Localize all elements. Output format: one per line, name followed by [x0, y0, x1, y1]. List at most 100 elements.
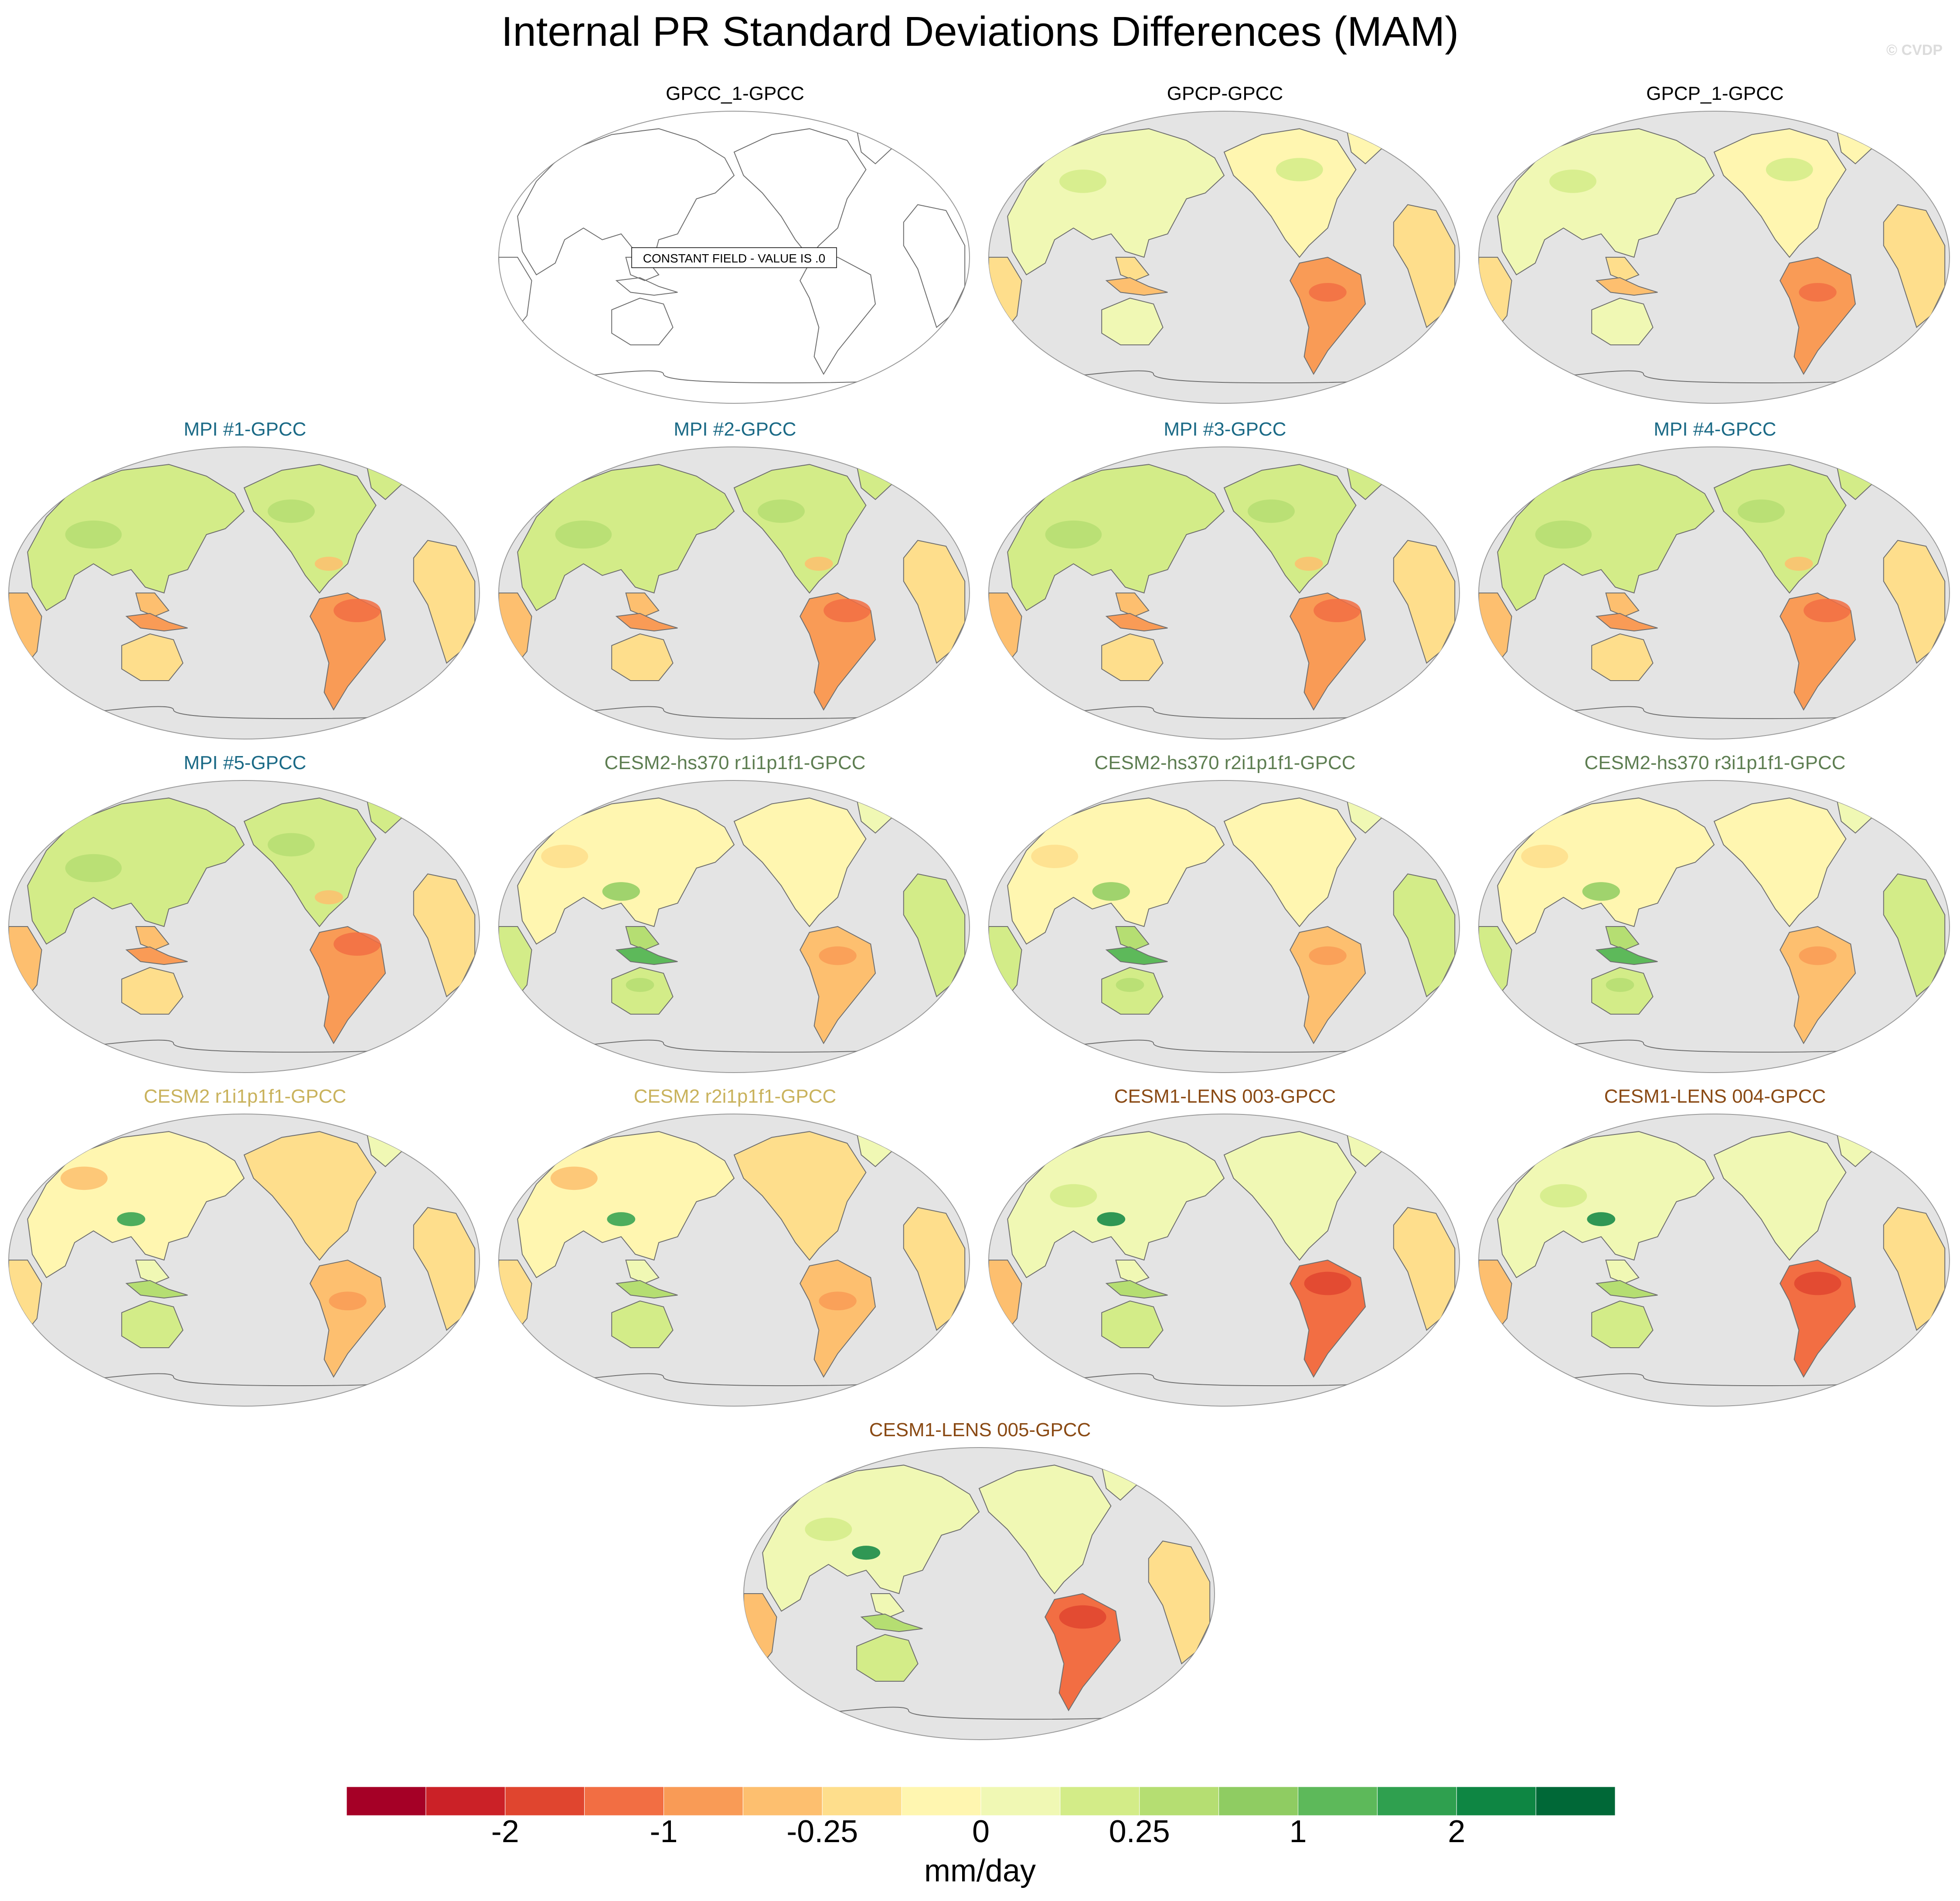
anomaly-blob: [852, 1546, 881, 1560]
colorbar-tick-label: 2: [1448, 1814, 1466, 1849]
continent-namerica: [1713, 128, 1847, 258]
map-11: [1478, 780, 1950, 1073]
continent-namerica: [978, 1465, 1112, 1594]
anomaly-blob: [1304, 1271, 1351, 1295]
continent-africa: [499, 257, 532, 334]
panel-title: GPCP_1-GPCC: [1646, 83, 1784, 104]
colorbar-segment: [822, 1786, 902, 1816]
panel-title: CESM2 r1i1p1f1-GPCC: [143, 1086, 347, 1107]
continent-namerica: [733, 464, 867, 594]
continent-seasia: [135, 593, 170, 617]
anomaly-blob: [1535, 520, 1592, 549]
continent-namerica: [1223, 1131, 1357, 1261]
map-3: [1478, 111, 1950, 404]
anomaly-blob: [1092, 882, 1130, 901]
constant-field-note: CONSTANT FIELD - VALUE IS .0: [643, 252, 826, 265]
continent-samerica: [1290, 926, 1366, 1045]
continent-seasia: [1115, 926, 1150, 950]
anomaly-blob: [65, 854, 122, 882]
anomaly-blob: [1313, 599, 1361, 622]
continent-seasia: [870, 1593, 905, 1618]
map-4: [8, 446, 480, 739]
anomaly-blob: [1799, 283, 1837, 302]
colorbar-segment: [1456, 1786, 1536, 1816]
map-6: [988, 446, 1460, 739]
anomaly-blob: [823, 599, 871, 622]
continent-australia: [1591, 1300, 1654, 1348]
anomaly-blob: [1606, 978, 1634, 992]
map-12: [8, 1114, 480, 1407]
map-panel: MPI #3-GPCC: [980, 419, 1470, 746]
anomaly-blob: [329, 1291, 367, 1311]
anomaly-blob: [65, 520, 122, 549]
panel-title: MPI #4-GPCC: [1654, 419, 1776, 440]
anomaly-blob: [333, 599, 381, 622]
map-panel: CESM1-LENS 003-GPCC: [980, 1086, 1470, 1413]
continent-indonesia: [615, 1280, 678, 1299]
continent-australia: [121, 967, 184, 1015]
continent-africaE: [1883, 1207, 1946, 1331]
anomaly-blob: [1248, 499, 1295, 523]
map-8: [8, 780, 480, 1073]
continent-indonesia: [1105, 613, 1168, 632]
continent-indonesia: [1595, 1280, 1658, 1299]
continent-namerica: [1713, 464, 1847, 594]
continent-samerica: [1780, 256, 1856, 375]
copyright-label: © CVDP: [1886, 42, 1943, 58]
continent-indonesia: [1595, 277, 1658, 296]
anomaly-blob: [1309, 283, 1347, 302]
map-panel: CESM2-hs370 r2i1p1f1-GPCC: [980, 752, 1470, 1079]
continent-seasia: [1605, 593, 1640, 617]
continent-eurasia: [1007, 1131, 1225, 1278]
anomaly-blob: [819, 946, 857, 965]
continent-eurasia: [517, 128, 735, 276]
anomaly-blob: [1738, 499, 1785, 523]
colorbar-segment: [664, 1786, 743, 1816]
map-2: [988, 111, 1460, 404]
map-panel: MPI #5-GPCC: [0, 752, 490, 1079]
panel-title: MPI #1-GPCC: [184, 419, 306, 440]
map-panel: CESM2-hs370 r1i1p1f1-GPCC: [490, 752, 980, 1079]
anomaly-blob: [1766, 158, 1813, 181]
continent-seasia: [1605, 257, 1640, 281]
continent-australia: [1591, 633, 1654, 681]
continent-indonesia: [1595, 946, 1658, 965]
continent-africaE: [1393, 540, 1456, 664]
continent-africaE: [903, 873, 966, 998]
panel-title: CESM1-LENS 004-GPCC: [1604, 1086, 1826, 1107]
colorbar-segment: [901, 1786, 981, 1816]
anomaly-blob: [1050, 1184, 1097, 1208]
anomaly-blob: [819, 1291, 857, 1311]
panel-title: CESM2-hs370 r3i1p1f1-GPCC: [1584, 752, 1846, 773]
continent-seasia: [1115, 593, 1150, 617]
constant-field-box: [631, 247, 837, 268]
colorbar-tick-label: 1: [1289, 1814, 1307, 1849]
continent-eurasia: [517, 797, 735, 945]
continent-australia: [611, 297, 674, 345]
anomaly-blob: [117, 1212, 146, 1226]
continent-indonesia: [1105, 946, 1168, 965]
panel-title: CESM2-hs370 r2i1p1f1-GPCC: [1094, 752, 1356, 773]
map-14: [988, 1114, 1460, 1407]
colorbar-tick-label: -0.25: [786, 1814, 858, 1849]
colorbar-segment: [1218, 1786, 1298, 1816]
map-panel: CESM2-hs370 r3i1p1f1-GPCC: [1470, 752, 1960, 1079]
map-1: CONSTANT FIELD - VALUE IS .0: [498, 111, 970, 404]
continent-seasia: [625, 1260, 660, 1284]
panel-title: CESM1-LENS 003-GPCC: [1114, 1086, 1336, 1107]
panel-title: GPCP-GPCC: [1167, 83, 1283, 104]
continent-eurasia: [27, 464, 245, 611]
anomaly-blob: [1549, 170, 1596, 193]
continent-africaE: [903, 204, 966, 328]
colorbar-segment: [1060, 1786, 1140, 1816]
anomaly-blob: [333, 932, 381, 956]
colorbar-tick-label: -1: [650, 1814, 678, 1849]
continent-namerica: [1713, 797, 1847, 927]
panel-title: MPI #2-GPCC: [674, 419, 796, 440]
continent-africaE: [1393, 873, 1456, 998]
continent-australia: [121, 633, 184, 681]
map-panel: GPCC_1-GPCC CONSTANT FIELD - VALUE IS .0: [490, 83, 980, 410]
continent-namerica: [733, 797, 867, 927]
anomaly-blob: [555, 520, 612, 549]
continent-samerica: [1290, 256, 1366, 375]
